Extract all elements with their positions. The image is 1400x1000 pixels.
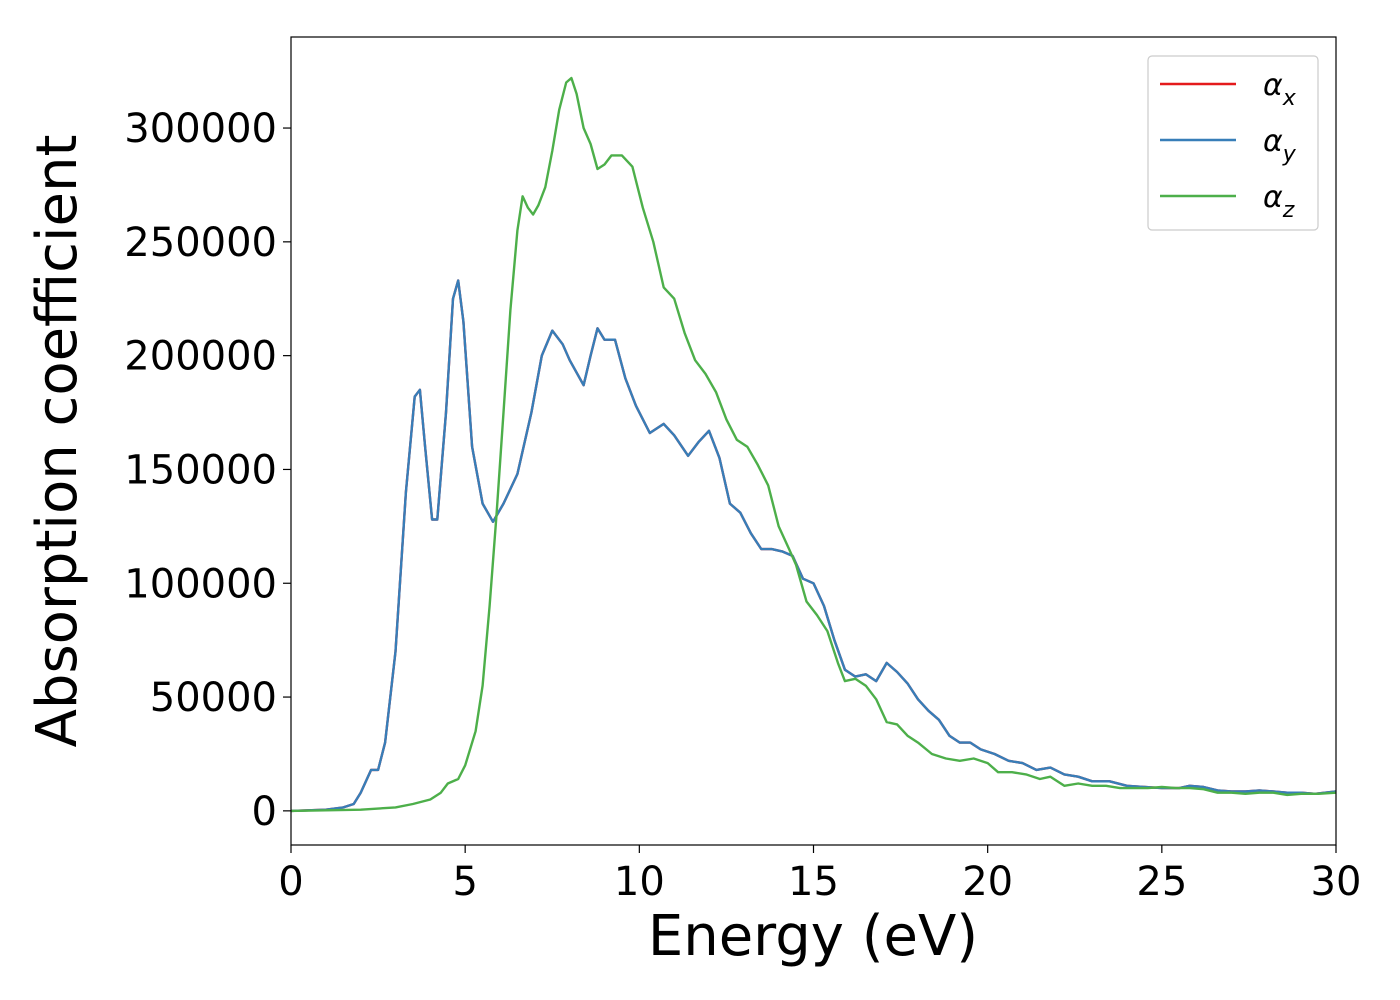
- x-axis: 0 5 10 15 20 25 30: [278, 845, 1361, 905]
- x-tick-label: 25: [1136, 859, 1187, 905]
- x-tick-label: 10: [614, 859, 665, 905]
- x-axis-title: Energy (eV): [648, 904, 978, 969]
- y-axis-title: Absorption coefficient: [25, 135, 90, 748]
- legend-label: αx: [1263, 68, 1297, 111]
- y-tick-label: 50000: [150, 675, 277, 721]
- series-line-0: [291, 279, 1336, 813]
- y-tick-label: 0: [252, 789, 277, 835]
- y-tick-label: 200000: [124, 334, 277, 380]
- series-line-1: [291, 279, 1336, 813]
- legend-label: αy: [1263, 124, 1297, 167]
- x-tick-label: 15: [788, 859, 839, 905]
- x-tick-label: 30: [1311, 859, 1362, 905]
- y-tick-label: 100000: [124, 561, 277, 607]
- x-tick-label: 20: [962, 859, 1013, 905]
- y-tick-label: 150000: [124, 447, 277, 493]
- legend: αx αy αz: [1147, 55, 1319, 231]
- series-layer: [291, 76, 1336, 813]
- y-axis: 0 50000 100000 150000 200000 250000 300000: [124, 106, 291, 835]
- legend-box: [1147, 55, 1319, 231]
- legend-label: αz: [1263, 180, 1295, 223]
- y-tick-label: 300000: [124, 106, 277, 152]
- x-tick-label: 0: [278, 859, 303, 905]
- series-line-2: [291, 76, 1336, 813]
- y-tick-label: 250000: [124, 220, 277, 266]
- x-tick-label: 5: [452, 859, 477, 905]
